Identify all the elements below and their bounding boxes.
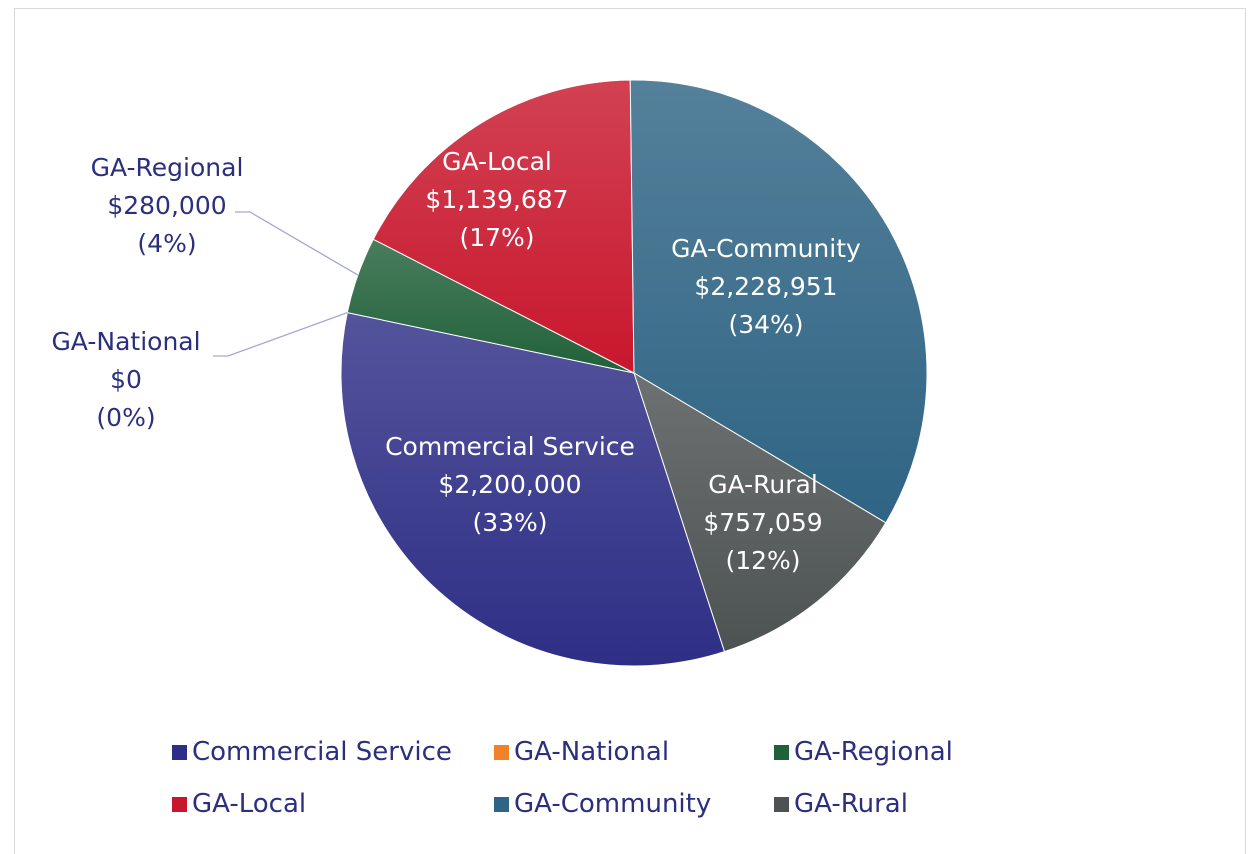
chart-frame [14, 8, 1246, 854]
data-label-ga-regional-line-1: $280,000 [107, 191, 226, 220]
data-label-ga-rural-line-0: GA-Rural [708, 470, 818, 499]
legend-row: GA-Local GA-Community GA-Rural [0, 787, 1248, 821]
legend-swatch-ga-community [494, 796, 509, 812]
data-label-ga-community-line-2: (34%) [728, 310, 803, 339]
legend-swatch-ga-local [172, 796, 187, 812]
data-label-commercial-service-line-0: Commercial Service [385, 432, 635, 461]
data-label-ga-national-line-2: (0%) [96, 403, 155, 432]
legend-swatch-commercial-service [172, 744, 187, 760]
pie-slice-ga-local [372, 79, 635, 374]
legend-label-ga-regional: GA-Regional [794, 737, 953, 767]
data-label-ga-rural: GA-Rural $757,059 (12%) [703, 470, 822, 575]
legend-label-ga-local: GA-Local [192, 789, 307, 819]
data-label-ga-community-line-0: GA-Community [671, 234, 861, 263]
data-label-ga-regional-line-0: GA-Regional [91, 153, 244, 182]
slices-layer [340, 79, 928, 667]
data-label-ga-local-line-0: GA-Local [442, 147, 552, 176]
data-label-ga-regional-line-2: (4%) [137, 229, 196, 258]
data-label-commercial-service-line-1: $2,200,000 [438, 470, 581, 499]
data-labels-layer: Commercial Service $2,200,000 (33%) GA-Nati… [51, 147, 861, 575]
data-label-ga-national-line-1: $0 [110, 365, 142, 394]
legend-label-ga-national: GA-National [514, 737, 670, 767]
data-label-ga-local-line-1: $1,139,687 [425, 185, 568, 214]
data-label-ga-national: GA-National $0 (0%) [51, 327, 200, 432]
leader-line-ga-national [213, 311, 348, 357]
legend-label-ga-rural: GA-Rural [794, 789, 908, 819]
legend-item-ga-rural: GA-Rural [774, 787, 908, 821]
data-label-commercial-service: Commercial Service $2,200,000 (33%) [385, 432, 635, 537]
data-label-ga-rural-line-1: $757,059 [703, 508, 822, 537]
legend-item-ga-national: GA-National [494, 735, 669, 769]
legend-item-ga-community: GA-Community [494, 787, 711, 821]
legend-item-ga-local: GA-Local [172, 787, 306, 821]
legend-swatch-ga-regional [774, 744, 789, 760]
data-label-ga-rural-line-2: (12%) [725, 546, 800, 575]
leader-lines-layer [213, 211, 359, 357]
pie-slice-commercial-service [340, 312, 726, 667]
legend-item-ga-regional: GA-Regional [774, 735, 953, 769]
pie-slice-ga-rural [633, 371, 887, 653]
legend-swatch-ga-rural [774, 796, 789, 812]
pie-slice-ga-community [629, 79, 928, 524]
data-label-commercial-service-line-2: (33%) [472, 508, 547, 537]
data-label-ga-local-line-2: (17%) [459, 223, 534, 252]
legend-label-ga-community: GA-Community [514, 789, 712, 819]
leader-line-ga-regional [235, 211, 359, 276]
legend-swatch-ga-national [494, 744, 509, 760]
legend-item-commercial-service: Commercial Service [172, 735, 452, 769]
data-label-ga-national-line-0: GA-National [51, 327, 200, 356]
legend-row: Commercial Service GA-National GA-Regional [0, 735, 1248, 769]
data-label-ga-community-line-1: $2,228,951 [694, 272, 837, 301]
data-label-ga-local: GA-Local $1,139,687 (17%) [425, 147, 568, 252]
data-label-ga-community: GA-Community $2,228,951 (34%) [671, 234, 861, 339]
data-label-ga-regional: GA-Regional $280,000 (4%) [91, 153, 244, 258]
legend-label-commercial-service: Commercial Service [192, 737, 452, 767]
